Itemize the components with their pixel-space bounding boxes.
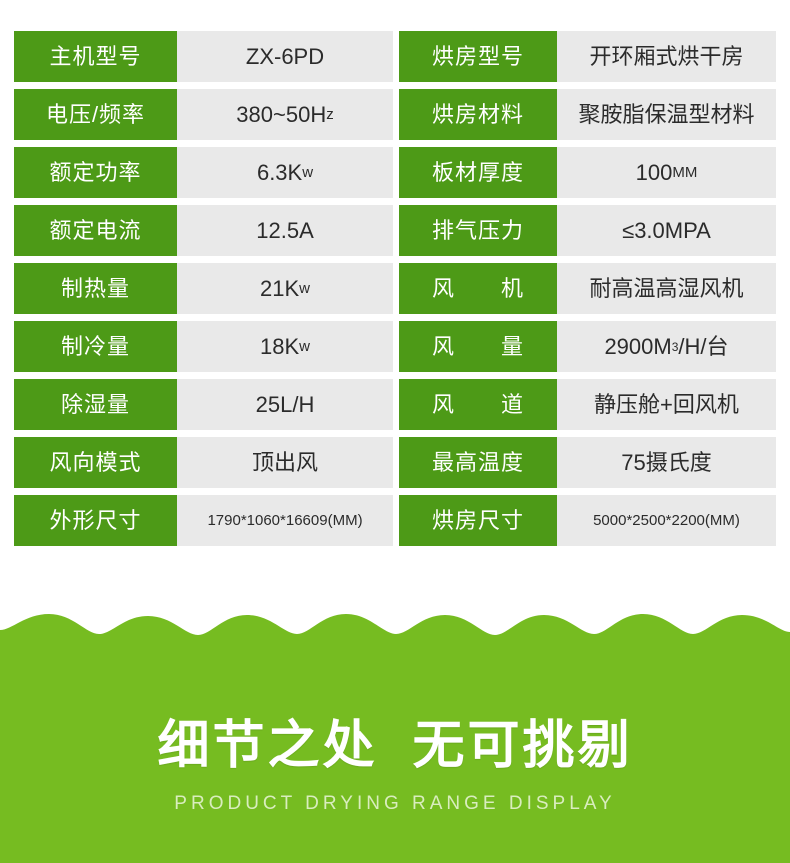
banner-title: 细节之处 无可挑剔 <box>157 717 633 775</box>
spec-value: 耐高温高湿风机 <box>556 263 776 314</box>
spec-pair-left: 除湿量 25L/H <box>14 379 394 430</box>
spec-value-unit: MM <box>672 164 698 181</box>
spec-value: 2900M 3/H/台 <box>556 321 776 372</box>
spec-label: 板材厚度 <box>398 147 557 198</box>
spec-label: 最高温度 <box>398 437 557 488</box>
spec-label: 额定功率 <box>14 147 177 198</box>
spec-pair-right: 排气压力 ≤3.0MPA <box>398 205 776 256</box>
spec-value: 100 MM <box>556 147 776 198</box>
spec-value: 18K w <box>177 321 394 372</box>
spec-label: 制冷量 <box>14 321 177 372</box>
table-row: 制热量 21K w 风 机 耐高温高湿风机 <box>14 263 776 314</box>
table-row: 额定电流 12.5A 排气压力 ≤3.0MPA <box>14 205 776 256</box>
spec-label: 烘房尺寸 <box>398 495 557 546</box>
spec-value-text: 6.3K <box>256 159 303 185</box>
banner-background <box>0 648 790 863</box>
spec-value: 380~50H z <box>177 89 394 140</box>
spec-label: 电压/频率 <box>14 89 177 140</box>
spec-label: 烘房材料 <box>398 89 557 140</box>
table-row: 风向模式 顶出风 最高温度 75摄氏度 <box>14 437 776 488</box>
spec-value: 顶出风 <box>177 437 394 488</box>
spec-value-text: 100 <box>635 159 673 185</box>
table-row: 除湿量 25L/H 风 道 静压舱+回风机 <box>14 379 776 430</box>
spec-pair-right: 风 量 2900M 3/H/台 <box>398 321 776 372</box>
table-row: 制冷量 18K w 风 量 2900M 3/H/台 <box>14 321 776 372</box>
table-row: 主机型号 ZX-6PD 烘房型号 开环厢式烘干房 <box>14 31 776 82</box>
specification-table: 主机型号 ZX-6PD 烘房型号 开环厢式烘干房 电压/频率 380~50H z … <box>14 31 776 546</box>
spec-pair-left: 制冷量 18K w <box>14 321 394 372</box>
spec-value-text: 2900M <box>604 333 672 359</box>
spec-value: 25L/H <box>177 379 394 430</box>
spec-label: 烘房型号 <box>398 31 557 82</box>
table-row: 额定功率 6.3K w 板材厚度 100 MM <box>14 147 776 198</box>
spec-value: 21K w <box>177 263 394 314</box>
spec-pair-left: 外形尺寸 1790*1060*16609(MM) <box>14 495 394 546</box>
banner-subtitle: PRODUCT DRYING RANGE DISPLAY <box>174 793 616 814</box>
spec-value-text: 18K <box>260 333 300 359</box>
spec-pair-left: 风向模式 顶出风 <box>14 437 394 488</box>
spec-label: 风 道 <box>398 379 557 430</box>
spec-pair-right: 烘房尺寸 5000*2500*2200(MM) <box>398 495 776 546</box>
spec-pair-right: 最高温度 75摄氏度 <box>398 437 776 488</box>
spec-value: 聚胺脂保温型材料 <box>556 89 776 140</box>
spec-value: 6.3K w <box>177 147 394 198</box>
spec-pair-right: 风 道 静压舱+回风机 <box>398 379 776 430</box>
spec-label: 排气压力 <box>398 205 557 256</box>
spec-pair-left: 额定电流 12.5A <box>14 205 394 256</box>
banner-text-group: 细节之处 无可挑剔 PRODUCT DRYING RANGE DISPLAY <box>0 612 790 863</box>
spec-pair-left: 电压/频率 380~50H z <box>14 89 394 140</box>
spec-pair-right: 烘房型号 开环厢式烘干房 <box>398 31 776 82</box>
spec-pair-left: 主机型号 ZX-6PD <box>14 31 394 82</box>
spec-pair-right: 板材厚度 100 MM <box>398 147 776 198</box>
spec-pair-left: 制热量 21K w <box>14 263 394 314</box>
spec-label: 除湿量 <box>14 379 177 430</box>
table-row: 外形尺寸 1790*1060*16609(MM) 烘房尺寸 5000*2500*… <box>14 495 776 546</box>
spec-value-unit: z <box>326 106 334 123</box>
spec-value-text: 380~50H <box>236 101 327 127</box>
spec-value-unit: w <box>299 338 310 355</box>
spec-value: 1790*1060*16609(MM) <box>177 495 394 546</box>
spec-value: 开环厢式烘干房 <box>556 31 776 82</box>
spec-value-text: 21K <box>260 275 300 301</box>
spec-label: 风 机 <box>398 263 557 314</box>
spec-value-tail: /H/台 <box>678 333 729 359</box>
spec-label: 额定电流 <box>14 205 177 256</box>
spec-label: 主机型号 <box>14 31 177 82</box>
spec-label: 外形尺寸 <box>14 495 177 546</box>
spec-label: 风向模式 <box>14 437 177 488</box>
spec-label: 风 量 <box>398 321 557 372</box>
spec-value-unit: w <box>302 164 314 181</box>
spec-value-unit: w <box>299 280 310 297</box>
spec-pair-right: 烘房材料 聚胺脂保温型材料 <box>398 89 776 140</box>
spec-value: 静压舱+回风机 <box>556 379 776 430</box>
wave-edge-icon <box>0 614 790 652</box>
spec-value: 75摄氏度 <box>556 437 776 488</box>
spec-value: ZX-6PD <box>177 31 394 82</box>
spec-value: ≤3.0MPA <box>556 205 776 256</box>
spec-value: 5000*2500*2200(MM) <box>556 495 776 546</box>
table-row: 电压/频率 380~50H z 烘房材料 聚胺脂保温型材料 <box>14 89 776 140</box>
spec-pair-right: 风 机 耐高温高湿风机 <box>398 263 776 314</box>
spec-value: 12.5A <box>177 205 394 256</box>
spec-label: 制热量 <box>14 263 177 314</box>
section-banner: 细节之处 无可挑剔 PRODUCT DRYING RANGE DISPLAY <box>0 612 790 863</box>
spec-pair-left: 额定功率 6.3K w <box>14 147 394 198</box>
